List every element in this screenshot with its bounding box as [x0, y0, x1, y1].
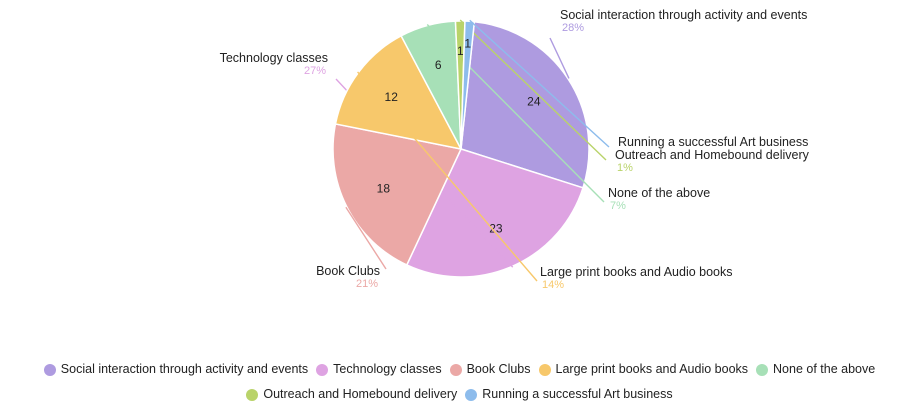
legend-label: Technology classes: [333, 362, 442, 376]
slice-value-label: 24: [527, 94, 541, 108]
legend-swatch: [246, 388, 259, 401]
pie-slice: [460, 20, 590, 189]
slice-value-label: 6: [435, 58, 442, 72]
slice-category-label: Book Clubs: [316, 264, 380, 278]
legend-label: Large print books and Audio books: [555, 362, 749, 376]
legend-swatch: [316, 363, 329, 376]
legend-item: Running a successful Art business: [465, 387, 673, 402]
slice-category-label: Technology classes: [220, 51, 328, 65]
legend-item: Large print books and Audio books: [538, 362, 749, 377]
pie-slice: [332, 123, 463, 266]
legend-swatch: [465, 388, 478, 401]
legend-swatch: [43, 363, 56, 376]
legend-swatch: [756, 363, 769, 376]
chart-legend: Social interaction through activity and …: [0, 362, 919, 402]
slice-percent-label: 28%: [562, 22, 584, 34]
legend-label: None of the above: [773, 362, 876, 376]
pie-slice: [460, 20, 476, 150]
slice-category-label: Running a successful Art business: [618, 135, 808, 149]
legend-swatch: [538, 363, 551, 376]
slice-value-label: 18: [377, 181, 391, 195]
leader-line: [345, 206, 387, 270]
slice-value-label: 1: [457, 44, 464, 58]
slice-percent-label: 14%: [542, 279, 564, 291]
legend-item: Technology classes: [316, 362, 442, 377]
legend-item: Outreach and Homebound delivery: [246, 387, 457, 402]
legend-label: Book Clubs: [466, 362, 531, 376]
leader-line: [459, 19, 607, 161]
slice-category-label: Outreach and Homebound delivery: [615, 148, 810, 162]
legend-item: None of the above: [756, 362, 875, 377]
slice-percent-label: 1%: [617, 162, 633, 174]
slice-value-label: 12: [385, 90, 399, 104]
slice-percent-label: 27%: [304, 65, 326, 77]
slice-category-label: Social interaction through activity and …: [560, 8, 807, 22]
leader-line: [549, 37, 570, 79]
slice-percent-label: 21%: [356, 278, 378, 290]
legend-label: Outreach and Homebound delivery: [263, 387, 458, 401]
slice-value-label: 1: [464, 36, 471, 50]
slice-value-label: 23: [489, 222, 503, 236]
pie-plot: 24 Social interaction through activity an…: [220, 8, 810, 291]
slice-category-label: None of the above: [608, 186, 710, 200]
leader-line: [469, 19, 610, 148]
legend-item: Book Clubs: [449, 362, 531, 377]
leader-line: [357, 71, 538, 282]
legend-label: Running a successful Art business: [482, 387, 673, 401]
slice-category-label: Large print books and Audio books: [540, 265, 733, 279]
legend-item: Social interaction through activity and …: [43, 362, 309, 377]
slice-percent-label: 7%: [610, 200, 626, 212]
legend-label: Social interaction through activity and …: [60, 362, 309, 376]
legend-swatch: [449, 363, 462, 376]
